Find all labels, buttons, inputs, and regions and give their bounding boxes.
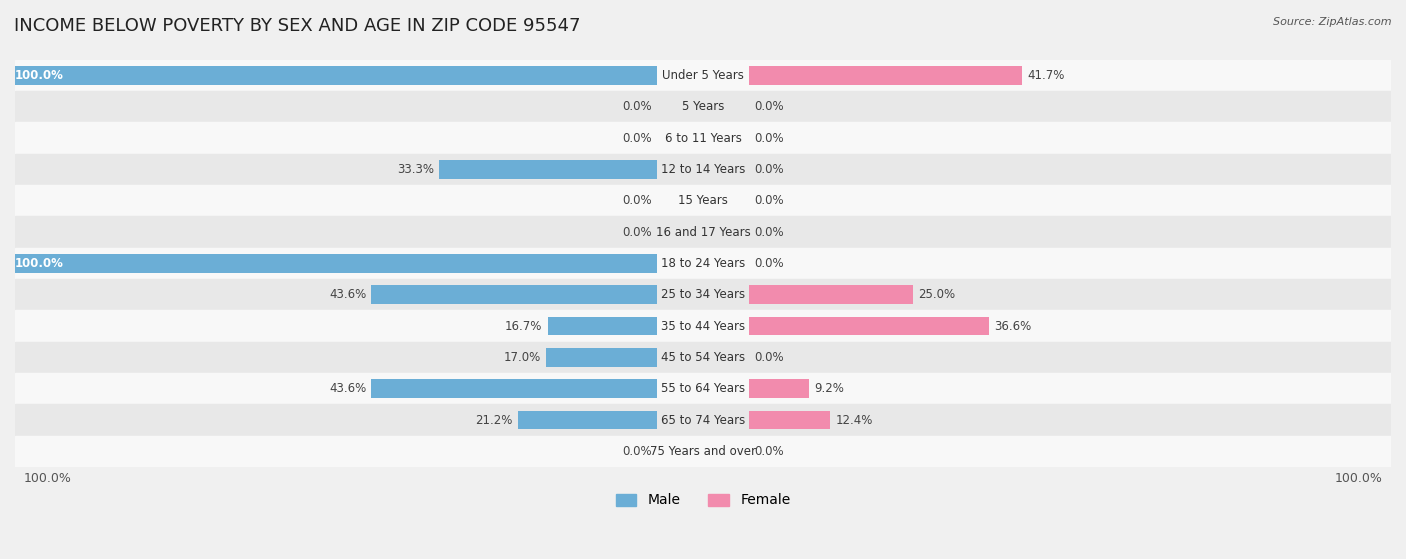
Bar (15, 248, 1391, 279)
Bar (15, 154, 1391, 185)
Text: 17.0%: 17.0% (503, 351, 540, 364)
Text: 16.7%: 16.7% (505, 320, 543, 333)
Bar (15, 185, 1391, 216)
Bar (749, 285, 912, 304)
Text: 75 Years and over: 75 Years and over (650, 445, 756, 458)
Text: 0.0%: 0.0% (623, 225, 652, 239)
Bar (439, 160, 657, 179)
Text: 12 to 14 Years: 12 to 14 Years (661, 163, 745, 176)
Bar (15, 91, 1391, 122)
Text: 33.3%: 33.3% (396, 163, 433, 176)
Text: 45 to 54 Years: 45 to 54 Years (661, 351, 745, 364)
Text: 100.0%: 100.0% (15, 69, 63, 82)
Text: 36.6%: 36.6% (994, 320, 1031, 333)
Bar (519, 411, 657, 429)
Bar (15, 60, 1391, 91)
Text: 100.0%: 100.0% (15, 257, 63, 270)
Text: 0.0%: 0.0% (754, 131, 783, 145)
Text: INCOME BELOW POVERTY BY SEX AND AGE IN ZIP CODE 95547: INCOME BELOW POVERTY BY SEX AND AGE IN Z… (14, 17, 581, 35)
Bar (1, 254, 657, 273)
Bar (15, 404, 1391, 435)
Text: Under 5 Years: Under 5 Years (662, 69, 744, 82)
Bar (1, 66, 657, 85)
Text: 15 Years: 15 Years (678, 194, 728, 207)
Bar (15, 310, 1391, 342)
Text: 0.0%: 0.0% (754, 257, 783, 270)
Text: 0.0%: 0.0% (754, 194, 783, 207)
Bar (371, 380, 657, 398)
Text: Source: ZipAtlas.com: Source: ZipAtlas.com (1274, 17, 1392, 27)
Text: 43.6%: 43.6% (329, 288, 366, 301)
Legend: Male, Female: Male, Female (610, 488, 796, 513)
Bar (749, 66, 1022, 85)
Text: 35 to 44 Years: 35 to 44 Years (661, 320, 745, 333)
Text: 21.2%: 21.2% (475, 414, 513, 427)
Text: 43.6%: 43.6% (329, 382, 366, 395)
Bar (15, 279, 1391, 310)
Text: 65 to 74 Years: 65 to 74 Years (661, 414, 745, 427)
Bar (749, 316, 988, 335)
Bar (15, 435, 1391, 467)
Text: 0.0%: 0.0% (623, 131, 652, 145)
Text: 25 to 34 Years: 25 to 34 Years (661, 288, 745, 301)
Text: 0.0%: 0.0% (623, 445, 652, 458)
Bar (749, 411, 830, 429)
Text: 0.0%: 0.0% (754, 100, 783, 113)
Text: 25.0%: 25.0% (918, 288, 955, 301)
Text: 16 and 17 Years: 16 and 17 Years (655, 225, 751, 239)
Bar (15, 216, 1391, 248)
Text: 0.0%: 0.0% (754, 225, 783, 239)
Bar (371, 285, 657, 304)
Text: 0.0%: 0.0% (754, 445, 783, 458)
Bar (548, 316, 657, 335)
Bar (15, 373, 1391, 404)
Text: 5 Years: 5 Years (682, 100, 724, 113)
Text: 55 to 64 Years: 55 to 64 Years (661, 382, 745, 395)
Text: 0.0%: 0.0% (623, 194, 652, 207)
Bar (749, 380, 808, 398)
Bar (546, 348, 657, 367)
Bar (15, 342, 1391, 373)
Text: 12.4%: 12.4% (835, 414, 873, 427)
Text: 0.0%: 0.0% (754, 163, 783, 176)
Bar (15, 122, 1391, 154)
Text: 6 to 11 Years: 6 to 11 Years (665, 131, 741, 145)
Text: 18 to 24 Years: 18 to 24 Years (661, 257, 745, 270)
Text: 0.0%: 0.0% (754, 351, 783, 364)
Text: 41.7%: 41.7% (1028, 69, 1064, 82)
Text: 9.2%: 9.2% (814, 382, 844, 395)
Text: 0.0%: 0.0% (623, 100, 652, 113)
